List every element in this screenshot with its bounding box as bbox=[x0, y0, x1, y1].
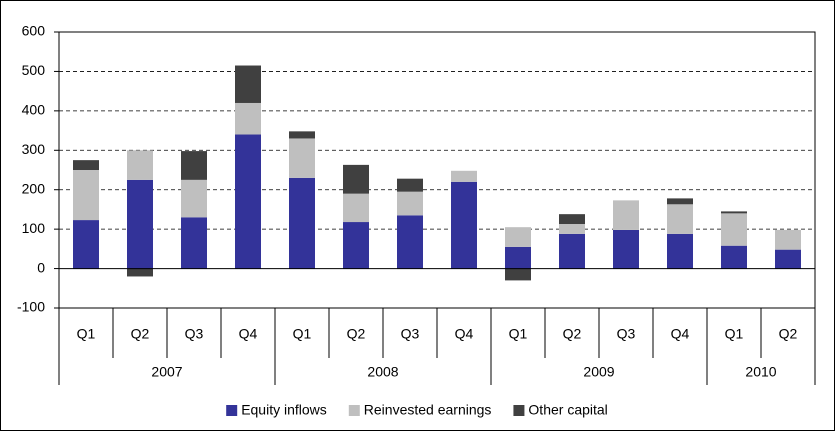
bar-segment bbox=[235, 102, 261, 135]
bar-segment bbox=[73, 220, 99, 269]
bar-segment bbox=[181, 217, 207, 269]
x-tick-label: Q2 bbox=[131, 326, 150, 342]
legend-swatch bbox=[513, 405, 525, 416]
bar-segment bbox=[397, 191, 423, 216]
group-label: 2007 bbox=[151, 364, 182, 380]
x-tick-label: Q4 bbox=[455, 326, 474, 342]
bar-segment bbox=[289, 177, 315, 269]
y-tick-label: 100 bbox=[22, 220, 46, 236]
x-tick-label: Q2 bbox=[563, 326, 582, 342]
x-tick-label: Q3 bbox=[185, 326, 204, 342]
group-label: 2008 bbox=[367, 364, 398, 380]
bar-segment bbox=[667, 233, 693, 269]
x-tick-label: Q2 bbox=[779, 326, 798, 342]
x-tick-label: Q3 bbox=[401, 326, 420, 342]
bar-segment bbox=[343, 193, 369, 223]
bar-segment bbox=[235, 134, 261, 269]
legend-swatch bbox=[226, 405, 238, 416]
bar-segment bbox=[343, 222, 369, 269]
bar-segment bbox=[721, 245, 747, 269]
x-tick-label: Q3 bbox=[617, 326, 636, 342]
legend-label: Equity inflows bbox=[241, 402, 327, 418]
x-tick-label: Q4 bbox=[239, 326, 258, 342]
bar-segment bbox=[451, 181, 477, 269]
bar-segment bbox=[505, 268, 531, 281]
x-tick-label: Q1 bbox=[725, 326, 744, 342]
x-tick-label: Q1 bbox=[293, 326, 312, 342]
x-tick-label: Q1 bbox=[77, 326, 96, 342]
bar-segment bbox=[775, 229, 801, 250]
legend-swatch bbox=[348, 405, 360, 416]
bar-segment bbox=[289, 131, 315, 139]
bar-segment bbox=[505, 227, 531, 247]
bar-segment bbox=[613, 200, 639, 230]
bar-segment bbox=[721, 213, 747, 246]
bar-segment bbox=[667, 204, 693, 234]
bar-segment bbox=[73, 160, 99, 170]
bar-segment bbox=[613, 229, 639, 269]
group-label: 2010 bbox=[745, 364, 776, 380]
bar-segment bbox=[181, 151, 207, 180]
bar-segment bbox=[343, 164, 369, 194]
bar-segment bbox=[667, 198, 693, 205]
bar-segment bbox=[397, 215, 423, 269]
y-tick-label: 400 bbox=[22, 102, 46, 118]
y-tick-label: 0 bbox=[37, 259, 45, 275]
bar-segment bbox=[559, 224, 585, 234]
bar-segment bbox=[235, 65, 261, 103]
x-tick-label: Q1 bbox=[509, 326, 528, 342]
legend-label: Reinvested earnings bbox=[364, 402, 492, 418]
bar-segment bbox=[397, 178, 423, 192]
bar-segment bbox=[505, 246, 531, 269]
bar-segment bbox=[127, 268, 153, 277]
legend-label: Other capital bbox=[528, 402, 607, 418]
bar-segment bbox=[181, 179, 207, 218]
x-tick-label: Q4 bbox=[671, 326, 690, 342]
bar-segment bbox=[289, 138, 315, 178]
y-tick-label: -100 bbox=[17, 299, 45, 315]
bar-segment bbox=[559, 214, 585, 225]
bar-segment bbox=[721, 211, 747, 214]
bar-segment bbox=[451, 170, 477, 182]
bar-segment bbox=[775, 249, 801, 269]
y-tick-label: 300 bbox=[22, 141, 46, 157]
bar-segment bbox=[127, 150, 153, 180]
bar-segment bbox=[127, 179, 153, 269]
bar-segment bbox=[73, 170, 99, 221]
y-tick-label: 600 bbox=[22, 23, 46, 39]
y-tick-label: 200 bbox=[22, 180, 46, 196]
bar-segment bbox=[559, 233, 585, 269]
x-tick-label: Q2 bbox=[347, 326, 366, 342]
y-tick-label: 500 bbox=[22, 62, 46, 78]
group-label: 2009 bbox=[583, 364, 614, 380]
